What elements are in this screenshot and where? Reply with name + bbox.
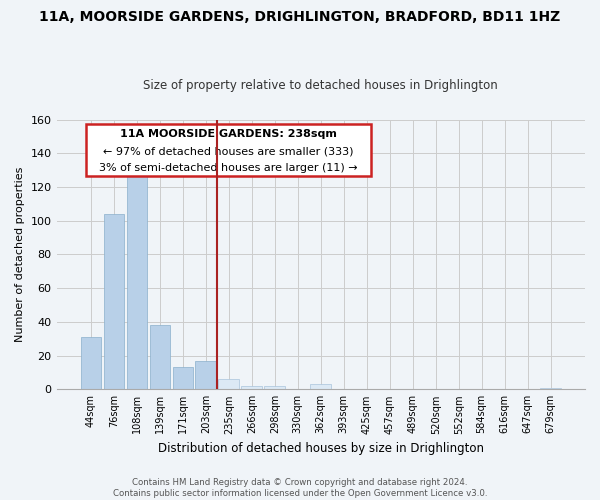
Bar bbox=[80, 337, 101, 390]
Text: Contains HM Land Registry data © Crown copyright and database right 2024.
Contai: Contains HM Land Registry data © Crown c… bbox=[113, 478, 487, 498]
Bar bbox=[196, 360, 216, 390]
Bar bbox=[173, 368, 193, 390]
Title: Size of property relative to detached houses in Drighlington: Size of property relative to detached ho… bbox=[143, 79, 498, 92]
Bar bbox=[540, 388, 561, 390]
FancyBboxPatch shape bbox=[86, 124, 371, 176]
Bar bbox=[149, 325, 170, 390]
Text: 11A, MOORSIDE GARDENS, DRIGHLINGTON, BRADFORD, BD11 1HZ: 11A, MOORSIDE GARDENS, DRIGHLINGTON, BRA… bbox=[40, 10, 560, 24]
Y-axis label: Number of detached properties: Number of detached properties bbox=[15, 166, 25, 342]
Bar bbox=[241, 386, 262, 390]
Text: 11A MOORSIDE GARDENS: 238sqm: 11A MOORSIDE GARDENS: 238sqm bbox=[120, 130, 337, 140]
Bar bbox=[127, 168, 147, 390]
Bar bbox=[104, 214, 124, 390]
Bar bbox=[265, 386, 285, 390]
Bar bbox=[218, 379, 239, 390]
Text: ← 97% of detached houses are smaller (333): ← 97% of detached houses are smaller (33… bbox=[103, 146, 353, 156]
Text: 3% of semi-detached houses are larger (11) →: 3% of semi-detached houses are larger (1… bbox=[99, 163, 358, 173]
X-axis label: Distribution of detached houses by size in Drighlington: Distribution of detached houses by size … bbox=[158, 442, 484, 455]
Bar bbox=[310, 384, 331, 390]
